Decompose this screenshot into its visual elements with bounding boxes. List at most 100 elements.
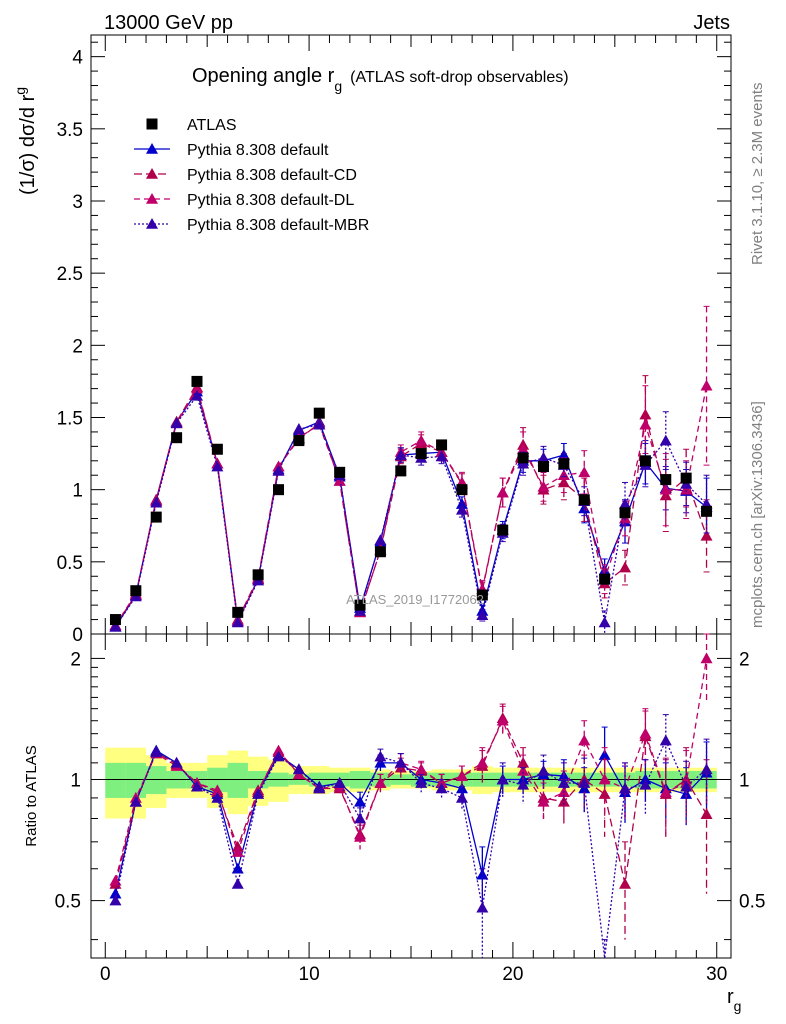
ratio-point	[700, 652, 713, 664]
ratio-point	[700, 763, 713, 775]
ratio-point	[231, 877, 244, 889]
main-point	[639, 408, 652, 420]
main-ytick-label: 1	[72, 481, 83, 502]
main-ylabel: (1/σ) dσ/d rg	[12, 87, 39, 195]
data-point	[252, 569, 264, 581]
main-point	[231, 616, 244, 628]
legend-label: ATLAS	[187, 117, 237, 134]
band-stat	[227, 762, 248, 798]
ratio-point	[272, 744, 285, 756]
ratio-point	[619, 782, 632, 794]
rivet-label: Rivet 3.1.10, ≥ 2.3M events	[749, 83, 766, 266]
ratio-point	[374, 777, 387, 788]
data-point	[497, 524, 509, 536]
main-point	[333, 475, 346, 486]
data-point	[619, 507, 631, 519]
data-point	[130, 585, 142, 597]
legend-marker	[146, 168, 158, 179]
data-point	[232, 606, 244, 618]
ratio-point	[578, 734, 591, 746]
main-point	[476, 609, 489, 621]
ratio-point	[109, 894, 122, 906]
ratio-point	[517, 764, 530, 776]
data-point	[354, 599, 366, 611]
ratio-point	[598, 749, 611, 760]
ratio-point	[598, 773, 611, 785]
data-point	[150, 511, 162, 523]
x-axis-label-text: r	[727, 986, 734, 1008]
data-point	[537, 461, 549, 473]
band-stat	[146, 766, 167, 795]
main-ylabel-sub: g	[12, 87, 28, 95]
ratio-point	[313, 782, 326, 794]
ratio-point	[435, 782, 448, 794]
ratio-ytick-label-right: 2	[739, 649, 750, 670]
ratio-point	[659, 786, 672, 797]
ratio-point	[659, 734, 672, 746]
main-plot-area	[109, 305, 713, 635]
main-axes: 0 0.5 1 1.5 2 2.5 3 3.5 4	[57, 34, 732, 646]
data-point	[171, 432, 183, 444]
main-ytick-label: 2.5	[57, 264, 83, 285]
x-axis-label-sub: g	[734, 998, 742, 1014]
data-point	[476, 589, 488, 601]
legend-label: Pythia 8.308 default-MBR	[187, 217, 369, 234]
main-ytick-label: 0.5	[57, 553, 83, 574]
ratio-point	[354, 830, 367, 842]
ratio-point	[578, 777, 591, 788]
main-point	[659, 434, 672, 446]
legend-marker	[146, 218, 158, 229]
main-ytick-label: 3.5	[57, 120, 83, 141]
main-point	[394, 449, 407, 460]
ratio-point	[455, 770, 468, 781]
ratio-point	[292, 763, 305, 775]
main-point	[170, 417, 183, 429]
main-series-line	[114, 385, 708, 626]
watermark: ATLAS_2019_I1772062	[346, 592, 484, 607]
ratio-plot-area	[109, 633, 713, 959]
ratio-point	[170, 756, 183, 768]
legend-label: Pythia 8.308 default	[187, 142, 329, 159]
main-point	[435, 450, 448, 462]
ratio-point	[496, 773, 509, 785]
legend-label: Pythia 8.308 default-DL	[187, 192, 354, 209]
ratio-point	[231, 862, 244, 874]
ratio-point	[354, 795, 367, 807]
main-point	[190, 382, 203, 394]
mcplots-label: mcplots.cern.ch [arXiv:1306.3436]	[749, 401, 766, 628]
main-point	[150, 496, 163, 508]
legend: ATLAS Pythia 8.308 default Pythia 8.308 de…	[134, 117, 369, 234]
ratio-point	[455, 791, 468, 803]
ratio-axes: 0.5 0.51 12 20 10 20 30	[55, 633, 765, 985]
ratio-point	[619, 877, 632, 889]
main-point	[598, 616, 611, 628]
main-title-suffix: (ATLAS soft-drop observables)	[350, 69, 568, 86]
data-point	[109, 614, 121, 626]
main-point	[109, 620, 122, 632]
main-ytick-label: 3	[72, 192, 83, 213]
data-point	[293, 435, 305, 447]
data-point	[701, 505, 713, 517]
band-stat	[105, 762, 126, 798]
data-point	[639, 455, 651, 467]
main-point	[578, 466, 591, 478]
ratio-point	[211, 791, 224, 803]
x-tick-label: 30	[706, 964, 727, 985]
ratio-point	[394, 756, 407, 768]
legend-marker	[146, 143, 158, 154]
main-point	[700, 529, 713, 541]
x-tick-label: 20	[502, 964, 523, 985]
data-point	[334, 466, 346, 478]
main-title-sub: g	[334, 78, 342, 94]
ratio-bands	[105, 747, 717, 819]
ratio-ytick-label: 2	[70, 649, 81, 670]
main-point	[517, 443, 530, 455]
data-point	[191, 375, 203, 387]
main-point	[415, 434, 428, 446]
data-point	[660, 474, 672, 486]
ratio-ytick-label-right: 0.5	[739, 892, 765, 913]
data-point	[578, 494, 590, 506]
main-point	[211, 460, 224, 472]
data-point	[313, 407, 325, 419]
